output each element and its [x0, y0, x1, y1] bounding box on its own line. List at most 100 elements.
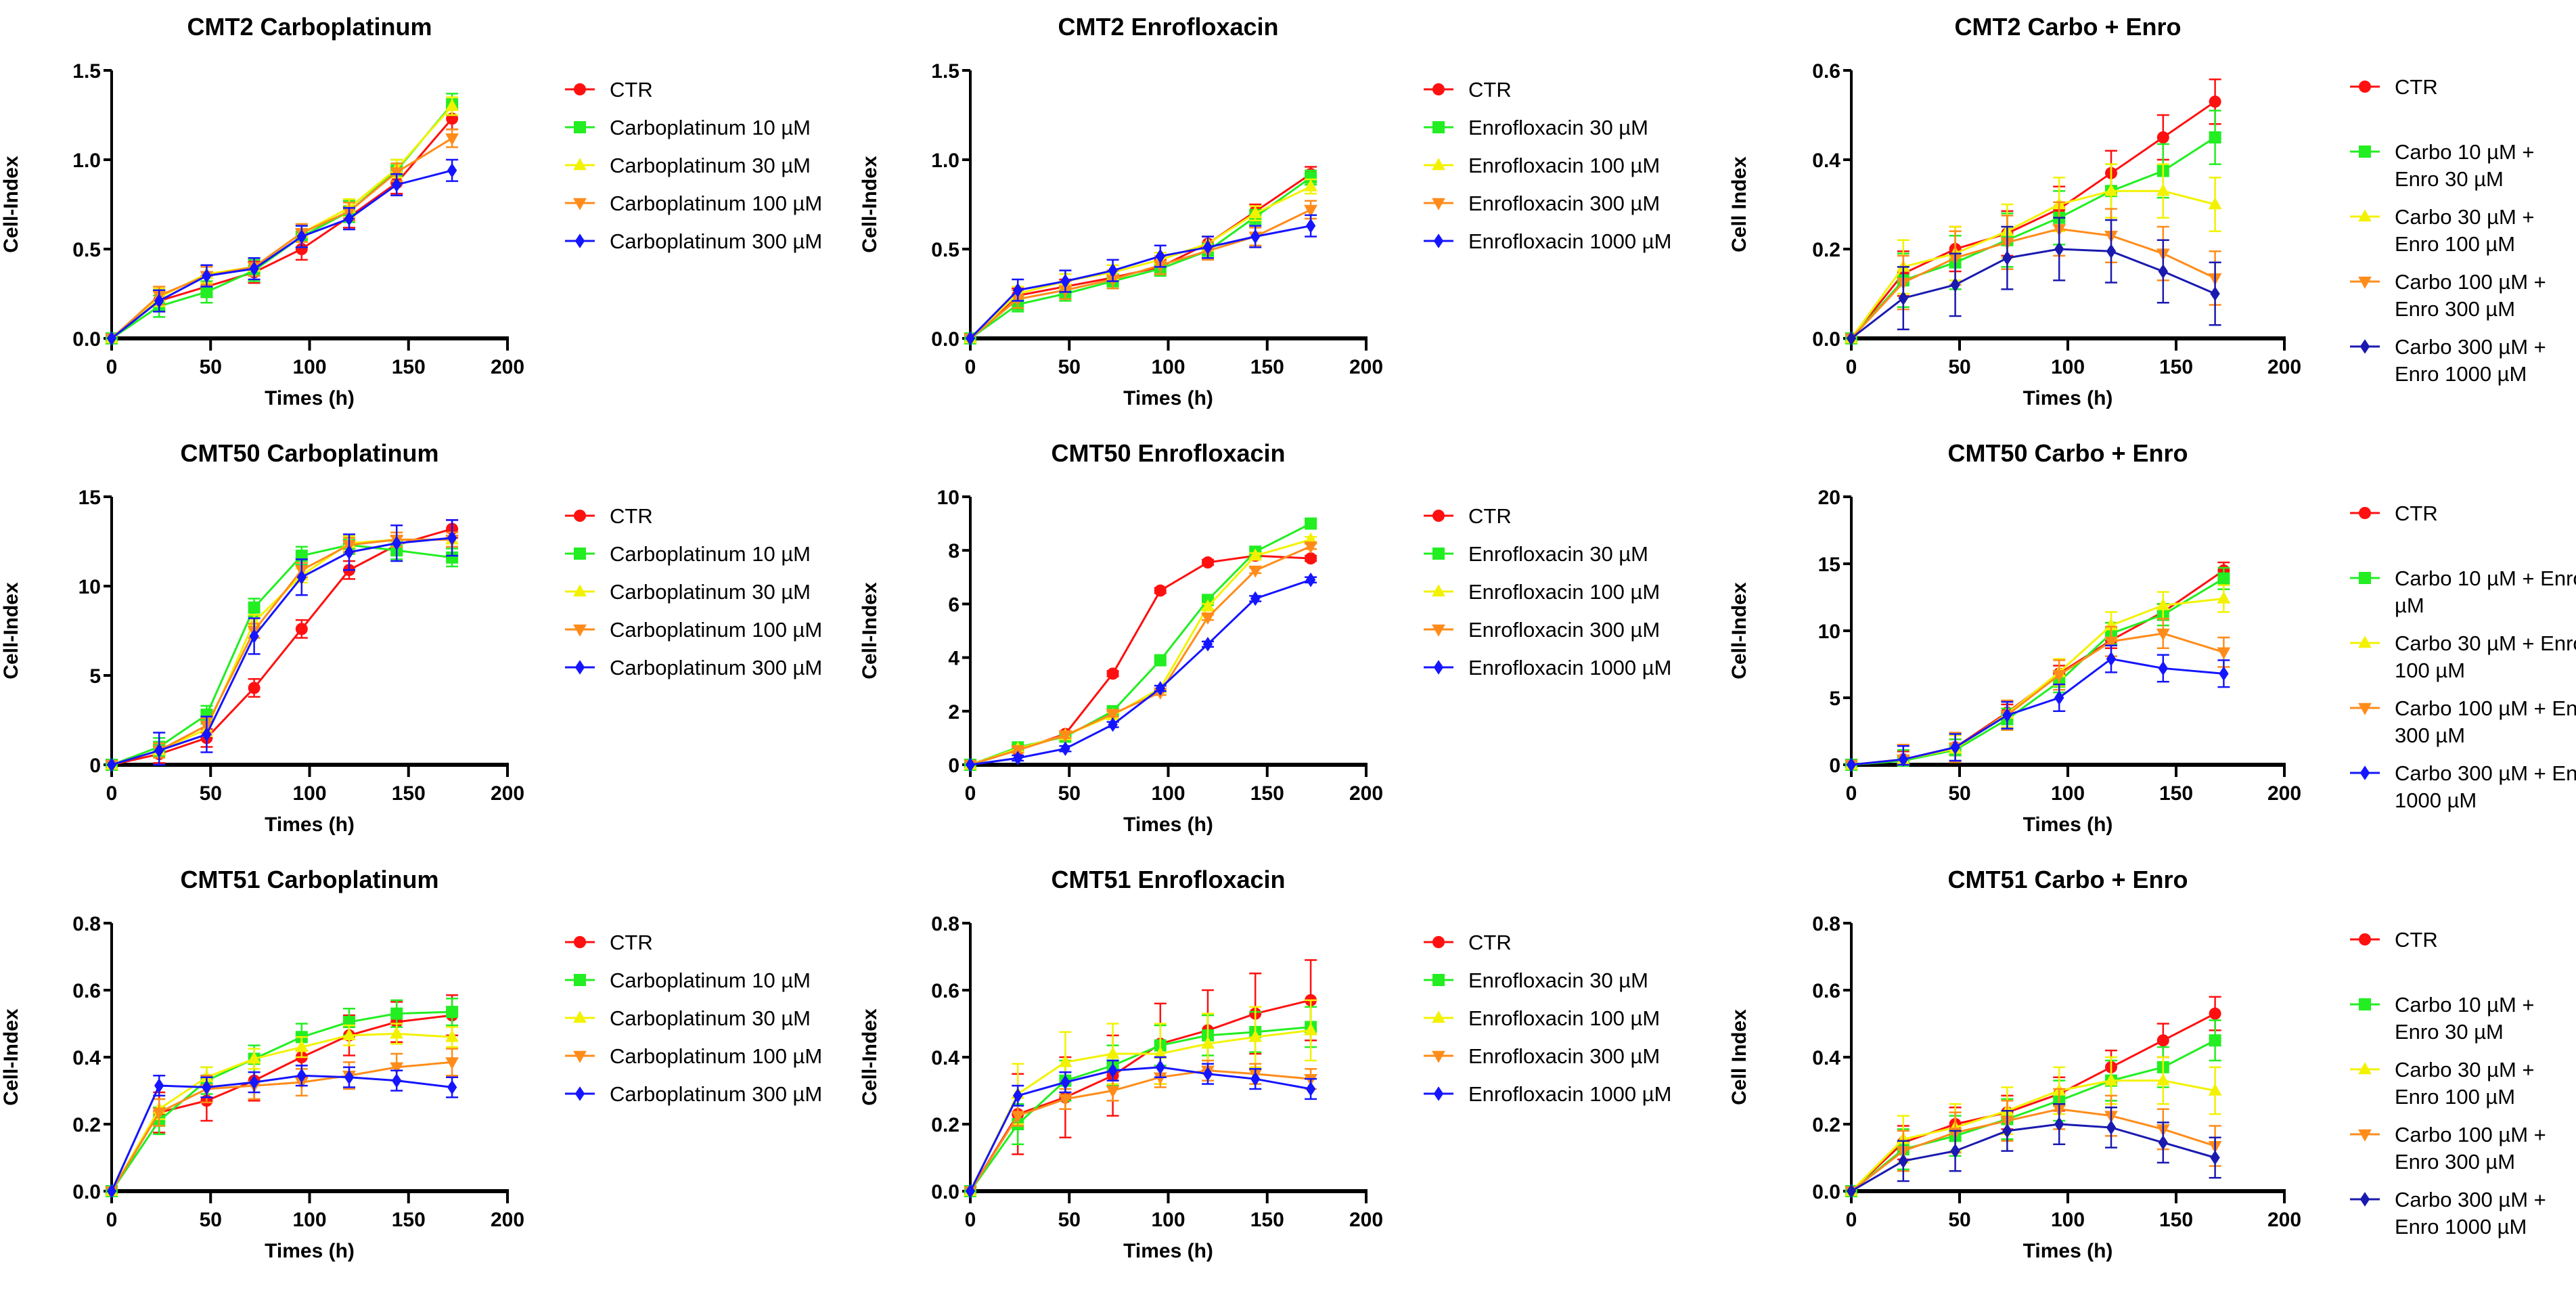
legend-label: Enrofloxacin 30 µM	[1468, 542, 1648, 566]
y-tick-label: 0.6	[72, 980, 101, 1002]
series-line	[111, 543, 453, 766]
legend-label: Carbo 300 µM + Enro	[2395, 761, 2576, 785]
legend-marker-icon	[1432, 121, 1445, 133]
series-line	[110, 1032, 453, 1192]
data-point	[247, 1051, 261, 1064]
chart-title: CMT2 Enrofloxacin	[1058, 13, 1278, 41]
data-point	[390, 1026, 404, 1039]
x-axis-label: Times (h)	[1123, 814, 1213, 836]
x-tick-label: 50	[1058, 782, 1081, 805]
legend-item: Enrofloxacin 300 µM	[1424, 192, 1660, 215]
legend-marker-icon	[2358, 636, 2372, 648]
chart-panel: CMT2 Enrofloxacin 0.0 0.5 1.0 1.5 0 50 100 150 20…	[859, 0, 1717, 426]
data-point	[2054, 242, 2064, 257]
line-chart: CMT51 Carbo + Enro 0.0 0.2 0.4 0.6 0.8 0 50 100 1…	[1728, 866, 2546, 1262]
data-point	[1305, 218, 1316, 233]
legend-item: Carboplatinum 300 µM	[565, 656, 822, 680]
series-line	[970, 545, 1311, 766]
legend-marker-icon	[1432, 198, 1445, 210]
legend-marker-icon	[574, 83, 586, 95]
chart-title: CMT50 Enrofloxacin	[1051, 439, 1285, 467]
y-tick-label: 0.4	[72, 1047, 101, 1069]
legend-label: Carboplatinum 100 µM	[610, 192, 822, 215]
legend-label-line2: µM	[2395, 594, 2424, 617]
data-point	[1305, 552, 1317, 565]
data-point	[965, 757, 976, 772]
legend-marker-icon	[1432, 158, 1445, 171]
data-point	[2208, 197, 2222, 210]
chart-title: CMT50 Carboplatinum	[180, 439, 438, 467]
data-point	[1898, 752, 1908, 767]
x-tick-label: 50	[1058, 356, 1081, 378]
data-point	[344, 545, 355, 560]
series-line	[970, 538, 1311, 766]
y-tick-label: 0.0	[931, 1181, 959, 1203]
legend-label-line2: Enro 300 µM	[2395, 1150, 2515, 1174]
line-chart: CMT51 Carboplatinum 0.0 0.2 0.4 0.6 0.8 0 50 100…	[0, 866, 822, 1262]
x-tick-label: 200	[1349, 782, 1383, 805]
legend-marker-icon	[574, 974, 586, 986]
data-point	[294, 1040, 309, 1052]
legend-marker-icon	[1432, 83, 1445, 95]
data-point	[249, 1075, 259, 1090]
legend-label: Carboplatinum 30 µM	[610, 580, 811, 604]
legend-marker-icon	[2359, 998, 2371, 1010]
legend-item: CTR	[565, 504, 653, 528]
data-point	[249, 261, 259, 276]
data-point	[392, 1073, 402, 1088]
data-point	[2208, 1083, 2222, 1096]
data-point	[2158, 264, 2168, 279]
series-line	[1851, 657, 2224, 766]
x-tick-label: 100	[292, 1209, 326, 1231]
x-tick-label: 150	[1250, 782, 1284, 805]
legend-label: CTR	[1468, 504, 1512, 528]
legend-item: CTR	[2350, 75, 2438, 99]
y-tick-label: 10	[937, 487, 959, 509]
series-line	[1851, 1123, 2216, 1193]
x-tick-label: 0	[1846, 782, 1857, 805]
y-tick-label: 0.0	[72, 1181, 101, 1203]
x-axis-label: Times (h)	[265, 1240, 355, 1262]
data-point	[2002, 250, 2012, 265]
legend-label: Carbo 30 µM + Enro	[2395, 631, 2576, 655]
series-line	[110, 1061, 453, 1192]
data-point	[2106, 651, 2117, 667]
x-axis-label: Times (h)	[2023, 1240, 2113, 1262]
data-point	[1155, 1060, 1165, 1075]
series-line	[1851, 1108, 2216, 1193]
x-tick-label: 200	[2267, 782, 2301, 805]
data-point	[1250, 229, 1261, 244]
x-axis-label: Times (h)	[265, 387, 355, 409]
legend-item: Carbo 30 µM + Enro 100 µM	[2350, 1058, 2535, 1109]
x-tick-label: 200	[2267, 1209, 2301, 1231]
legend-item: Carbo 30 µM + Enro 100 µM	[2350, 205, 2535, 256]
data-point	[1950, 740, 1960, 755]
data-point	[1305, 171, 1317, 184]
data-point	[1304, 1023, 1317, 1035]
legend-label-line2: Enro 1000 µM	[2395, 362, 2527, 386]
line-chart: CMT2 Enrofloxacin 0.0 0.5 1.0 1.5 0 50 100 150 20…	[859, 13, 1671, 409]
series-line	[111, 528, 453, 766]
data-point	[1202, 240, 1213, 255]
legend-label: Enrofloxacin 300 µM	[1468, 618, 1660, 642]
legend-label: Carbo 100 µM + Enro	[2395, 696, 2576, 720]
legend-label: Carboplatinum 30 µM	[610, 154, 811, 177]
legend-label-line2: Enro 100 µM	[2395, 232, 2515, 256]
x-tick-label: 150	[392, 782, 426, 805]
series-line	[969, 185, 1311, 340]
data-point	[1058, 1054, 1072, 1067]
series-line	[110, 1014, 453, 1192]
x-tick-label: 0	[965, 1209, 976, 1231]
y-tick-label: 0.2	[1812, 1114, 1840, 1136]
x-tick-label: 100	[292, 356, 326, 378]
x-tick-label: 150	[2159, 356, 2193, 378]
legend-label: Enrofloxacin 30 µM	[1468, 968, 1648, 992]
series-line	[1850, 1079, 2215, 1193]
data-point	[106, 757, 117, 772]
legend-label: Carboplatinum 100 µM	[610, 1044, 822, 1068]
y-tick-label: 10	[1818, 621, 1840, 643]
data-point	[2217, 572, 2230, 585]
data-point	[2209, 1007, 2221, 1020]
series-line	[969, 173, 1311, 340]
